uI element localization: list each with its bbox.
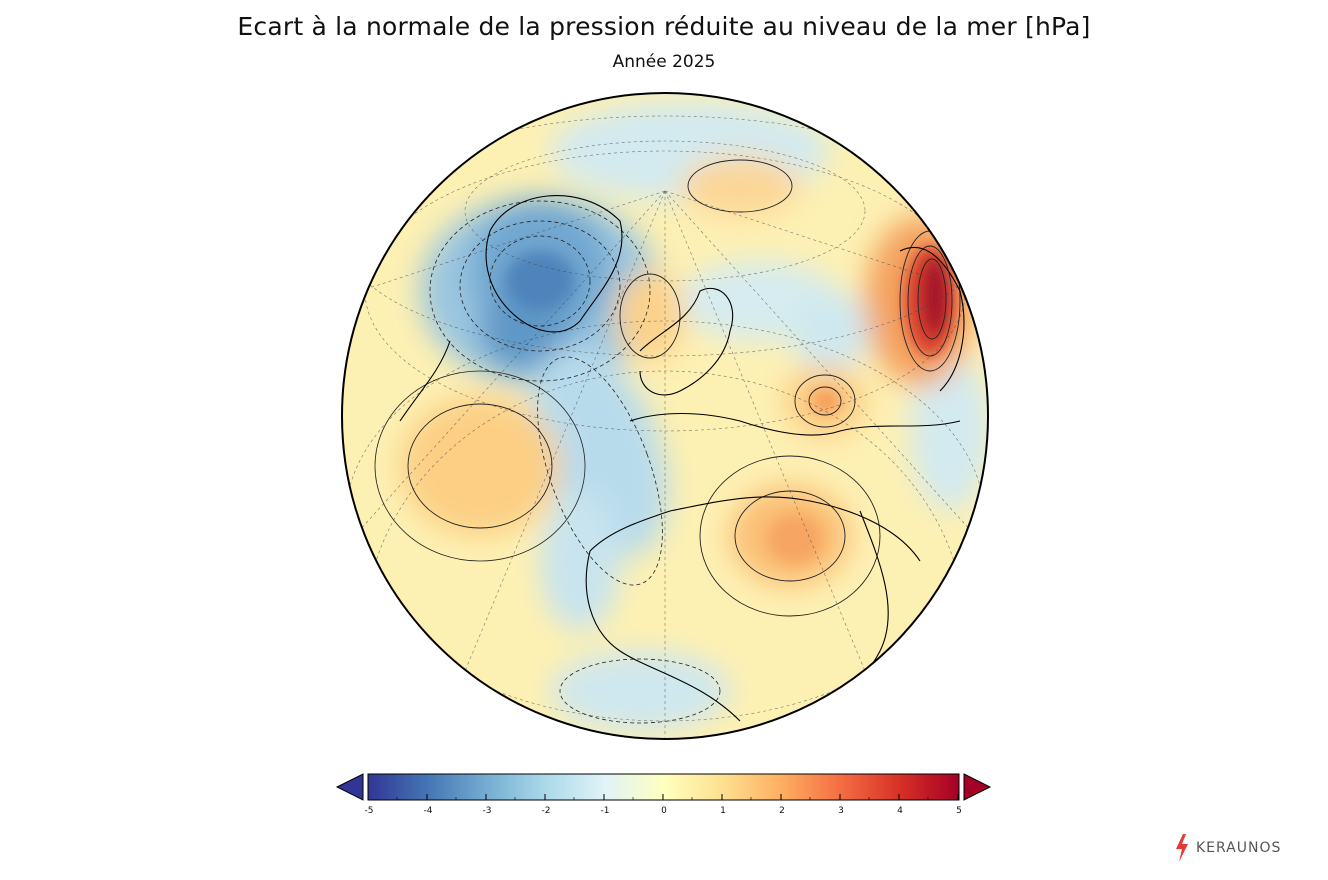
tick-label: -2 — [541, 806, 551, 816]
tick-label: -1 — [600, 806, 610, 816]
brand-logo: KERAUNOS — [1174, 834, 1281, 862]
lightning-bolt-icon — [1176, 834, 1188, 862]
colorbar-tick-labels: -5 -4 -3 -2 -1 0 1 2 3 4 5 — [0, 806, 1328, 820]
tick-label: 0 — [661, 806, 667, 816]
colorbar-high-arrow — [963, 773, 992, 801]
brand-name: KERAUNOS — [1196, 840, 1282, 856]
tick-label: -3 — [482, 806, 492, 816]
tick-label: -4 — [423, 806, 433, 816]
tick-label: 2 — [779, 806, 785, 816]
tick-label: 4 — [897, 806, 903, 816]
globe-map — [340, 91, 990, 741]
chart-subtitle: Année 2025 — [612, 52, 716, 72]
tick-label: 1 — [720, 806, 726, 816]
tick-label: -5 — [364, 806, 374, 816]
colorbar — [335, 772, 992, 802]
chart-title: Ecart à la normale de la pression réduit… — [237, 12, 1091, 41]
tick-label: 5 — [956, 806, 962, 816]
tick-label: 3 — [838, 806, 844, 816]
colorbar-low-arrow — [335, 773, 364, 801]
